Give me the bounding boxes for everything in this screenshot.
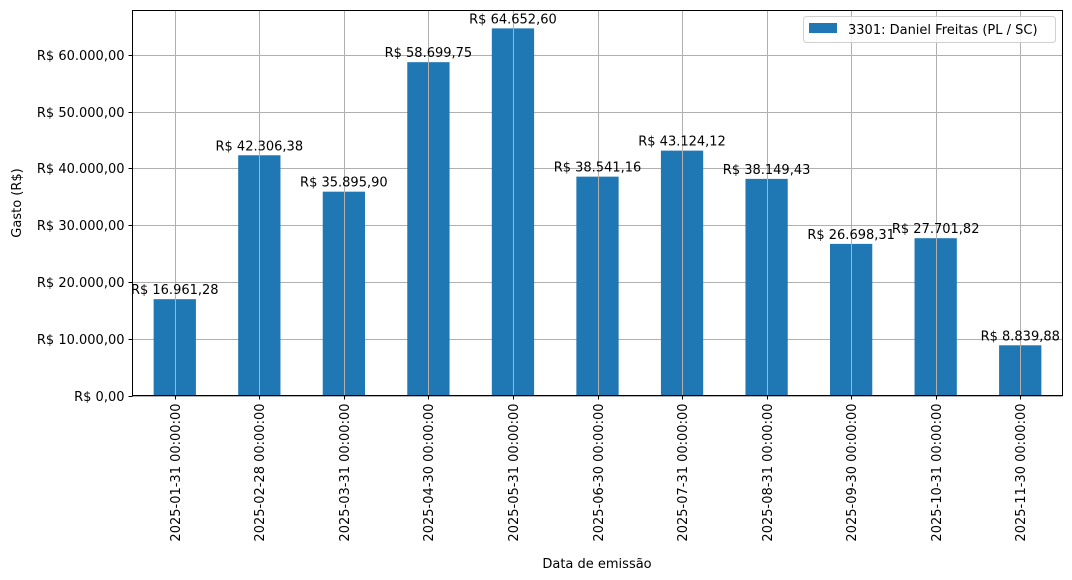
bar (322, 191, 365, 396)
x-tick-label: 2025-10-31 00:00:00 (930, 404, 945, 542)
x-tick-label: 2025-07-31 00:00:00 (676, 404, 691, 542)
vertical-grid-lines (175, 10, 1021, 396)
bar-value-label: R$ 26.698,31 (807, 228, 895, 243)
y-tick-label: R$ 60.000,00 (37, 49, 125, 64)
bar-value-label: R$ 38.541,16 (554, 161, 642, 176)
x-tick-label: 2025-08-31 00:00:00 (761, 404, 776, 542)
y-axis-label: Gasto (R$) (10, 168, 25, 237)
y-tick-label: R$ 50.000,00 (37, 106, 125, 121)
bars (153, 28, 1042, 396)
legend-frame (803, 16, 1056, 43)
bar (153, 299, 196, 396)
bar-value-label: R$ 64.652,60 (469, 12, 557, 27)
bar (576, 176, 619, 396)
bar-value-label: R$ 38.149,43 (723, 163, 811, 178)
bar-value-label: R$ 8.839,88 (981, 329, 1060, 344)
y-tick-label: R$ 10.000,00 (37, 333, 125, 348)
x-tick-label: 2025-03-31 00:00:00 (338, 404, 353, 542)
y-tick-label: R$ 30.000,00 (37, 219, 125, 234)
bar (745, 178, 788, 396)
x-tick-label: 2025-05-31 00:00:00 (507, 404, 522, 542)
bar (914, 238, 957, 396)
x-tick-label: 2025-04-30 00:00:00 (422, 404, 437, 542)
x-tick-label: 2025-11-30 00:00:00 (1014, 404, 1029, 542)
bar (491, 28, 535, 396)
bar-value-labels: R$ 16.961,28 R$ 42.306,38 R$ 35.895,90 R$ 5… (131, 12, 1060, 344)
bar-value-label: R$ 43.124,12 (638, 135, 726, 150)
bar-value-label: R$ 42.306,38 (216, 139, 304, 154)
bar-value-label: R$ 35.895,90 (300, 176, 388, 191)
legend: 3301: Daniel Freitas (PL / SC) (803, 16, 1056, 43)
legend-label: 3301: Daniel Freitas (PL / SC) (848, 23, 1038, 38)
y-tick-label: R$ 20.000,00 (37, 276, 125, 291)
legend-swatch (809, 23, 837, 33)
x-axis-ticks: 2025-01-31 00:00:00 2025-02-28 00:00:00 20… (169, 395, 1029, 542)
x-axis-label: Data de emissão (542, 557, 651, 572)
x-tick-label: 2025-01-31 00:00:00 (169, 404, 184, 542)
bar-value-label: R$ 58.699,75 (385, 46, 473, 61)
y-tick-label: R$ 0,00 (74, 390, 124, 405)
bar-value-label: R$ 27.701,82 (892, 222, 980, 237)
y-axis-ticks: R$ 0,00 R$ 10.000,00 R$ 20.000,00 R$ 30.000… (37, 49, 133, 405)
plot-frame (132, 10, 1063, 396)
bar-value-label: R$ 16.961,28 (131, 283, 219, 298)
x-tick-label: 2025-02-28 00:00:00 (253, 404, 268, 542)
x-tick-label: 2025-09-30 00:00:00 (845, 404, 860, 542)
y-tick-label: R$ 40.000,00 (37, 162, 125, 177)
x-tick-label: 2025-06-30 00:00:00 (592, 404, 607, 542)
